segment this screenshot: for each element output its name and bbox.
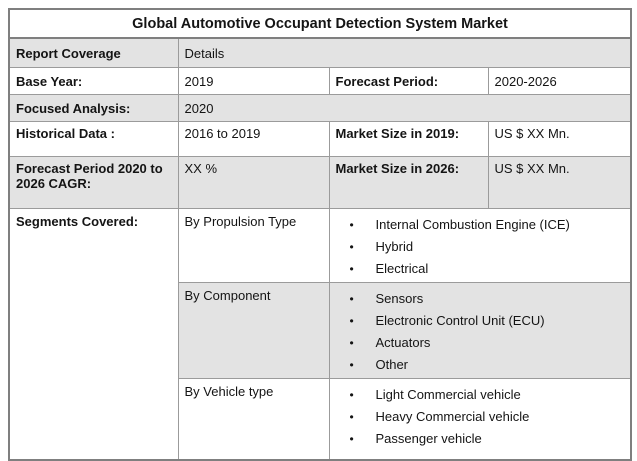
bullet-item: • Heavy Commercial vehicle	[350, 406, 625, 428]
base-year-label: Base Year:	[8, 67, 179, 95]
bullet-label: Other	[375, 357, 409, 372]
segment-group-vehicle-label: By Vehicle type	[177, 378, 330, 461]
bullet-label: Electrical	[375, 261, 429, 276]
table-row-cagr: Forecast Period 2020 to 2026 CAGR: XX % …	[8, 156, 632, 209]
bullet-item: • Electronic Control Unit (ECU)	[350, 310, 625, 332]
cagr-label: Forecast Period 2020 to 2026 CAGR:	[8, 156, 179, 209]
historical-data-value: 2016 to 2019	[177, 121, 330, 157]
bullet-list-component: • Sensors • Electronic Control Unit (ECU) • A…	[336, 288, 625, 376]
bullet-item: • Light Commercial vehicle	[350, 384, 625, 406]
segments-covered-label: Segments Covered:	[8, 208, 179, 461]
market-size-2026-value: US $ XX Mn.	[487, 156, 632, 209]
bullet-item: • Sensors	[350, 288, 625, 310]
bullet-icon: •	[349, 292, 354, 306]
bullet-label: Light Commercial vehicle	[375, 387, 521, 402]
bullet-icon: •	[349, 240, 354, 254]
bullet-label: Passenger vehicle	[375, 431, 482, 446]
segment-group-propulsion-label: By Propulsion Type	[177, 208, 330, 283]
bullet-label: Actuators	[375, 335, 431, 350]
segment-group-vehicle-items: • Light Commercial vehicle • Heavy Commerci…	[328, 378, 632, 461]
bullet-item: • Actuators	[350, 332, 625, 354]
bullet-label: Electronic Control Unit (ECU)	[375, 313, 545, 328]
bullet-label: Hybrid	[375, 239, 414, 254]
bullet-item: • Hybrid	[350, 236, 625, 258]
bullet-item: • Electrical	[350, 258, 625, 280]
market-report-table: Global Automotive Occupant Detection Sys…	[8, 8, 633, 461]
table-row-base-year: Base Year: 2019 Forecast Period: 2020-20…	[8, 67, 632, 95]
bullet-icon: •	[349, 314, 354, 328]
cagr-value: XX %	[177, 156, 330, 209]
report-coverage-label: Report Coverage	[8, 37, 179, 68]
bullet-icon: •	[349, 358, 354, 372]
report-coverage-value: Details	[177, 37, 632, 68]
base-year-value: 2019	[177, 67, 330, 95]
bullet-icon: •	[349, 218, 354, 232]
bullet-label: Sensors	[375, 291, 424, 306]
bullet-icon: •	[349, 262, 354, 276]
historical-data-label: Historical Data :	[8, 121, 179, 157]
bullet-item: • Other	[350, 354, 625, 376]
table-row-historical-data: Historical Data : 2016 to 2019 Market Si…	[8, 121, 632, 157]
table-row-focused-analysis: Focused Analysis: 2020	[8, 94, 632, 122]
table-row-segments-component: By Component • Sensors • Electronic Control…	[9, 282, 632, 379]
table-row-segments-propulsion: Segments Covered: By Propulsion Type • In…	[8, 208, 632, 461]
market-size-2019-value: US $ XX Mn.	[487, 121, 632, 157]
bullet-list-propulsion: • Internal Combustion Engine (ICE) • Hybrid…	[336, 214, 625, 280]
table-title: Global Automotive Occupant Detection Sys…	[8, 8, 632, 39]
focused-analysis-value: 2020	[177, 94, 632, 122]
bullet-icon: •	[349, 432, 354, 446]
market-size-2019-label: Market Size in 2019:	[328, 121, 489, 157]
bullet-item: • Internal Combustion Engine (ICE)	[350, 214, 625, 236]
focused-analysis-label: Focused Analysis:	[8, 94, 179, 122]
table-row-title: Global Automotive Occupant Detection Sys…	[8, 8, 632, 39]
bullet-list-vehicle: • Light Commercial vehicle • Heavy Commerci…	[336, 384, 625, 450]
segment-group-component-items: • Sensors • Electronic Control Unit (ECU) • A…	[328, 282, 632, 379]
market-size-2026-label: Market Size in 2026:	[328, 156, 489, 209]
bullet-icon: •	[349, 410, 354, 424]
forecast-period-label: Forecast Period:	[328, 67, 489, 95]
segment-group-component-label: By Component	[177, 282, 330, 379]
forecast-period-value: 2020-2026	[487, 67, 632, 95]
report-page: Global Automotive Occupant Detection Sys…	[8, 8, 633, 461]
bullet-label: Internal Combustion Engine (ICE)	[375, 217, 570, 232]
table-row-report-coverage: Report Coverage Details	[8, 37, 632, 68]
bullet-icon: •	[349, 336, 354, 350]
bullet-label: Heavy Commercial vehicle	[375, 409, 530, 424]
bullet-icon: •	[349, 388, 354, 402]
bullet-item: • Passenger vehicle	[350, 428, 625, 450]
segment-group-propulsion-items: • Internal Combustion Engine (ICE) • Hybrid…	[328, 208, 632, 283]
